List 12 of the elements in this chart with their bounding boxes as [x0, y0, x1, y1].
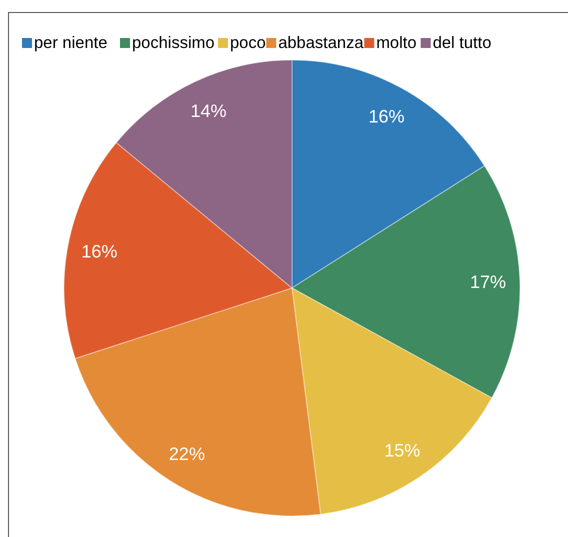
data-label: 17% [470, 272, 506, 292]
data-label: 15% [384, 440, 420, 460]
data-label: 16% [81, 242, 118, 262]
data-label: 22% [168, 444, 205, 464]
legend-label: molto [376, 34, 417, 52]
legend-label: pochissimo [132, 34, 215, 52]
legend-label: abbastanza [278, 34, 364, 52]
legend-label: del tutto [432, 34, 492, 52]
data-label: 16% [368, 106, 404, 126]
legend-label: per niente [34, 34, 108, 52]
legend-label: poco [230, 34, 266, 52]
data-label: 14% [190, 100, 227, 121]
